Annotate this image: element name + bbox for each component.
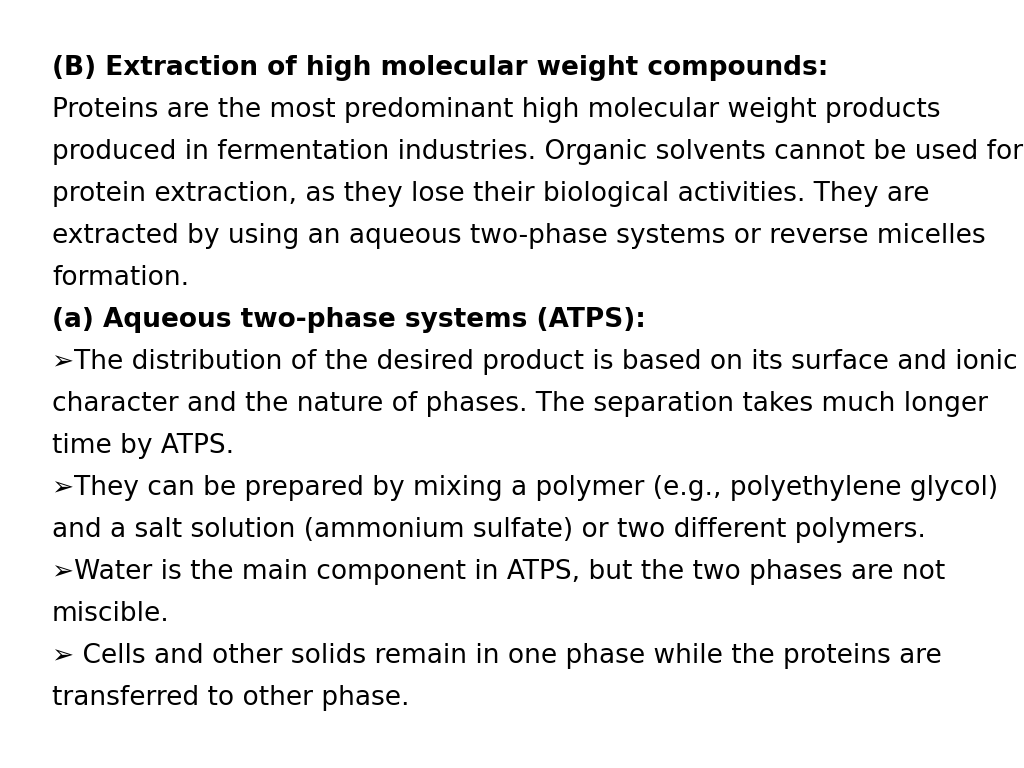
Text: produced in fermentation industries. Organic solvents cannot be used for: produced in fermentation industries. Org… — [52, 139, 1023, 165]
Text: character and the nature of phases. The separation takes much longer: character and the nature of phases. The … — [52, 391, 988, 417]
Text: miscible.: miscible. — [52, 601, 170, 627]
Text: transferred to other phase.: transferred to other phase. — [52, 685, 410, 711]
Text: time by ATPS.: time by ATPS. — [52, 433, 234, 459]
Text: Proteins are the most predominant high molecular weight products: Proteins are the most predominant high m… — [52, 97, 940, 123]
Text: ➢The distribution of the desired product is based on its surface and ionic: ➢The distribution of the desired product… — [52, 349, 1018, 375]
Text: (B) Extraction of high molecular weight compounds:: (B) Extraction of high molecular weight … — [52, 55, 828, 81]
Text: protein extraction, as they lose their biological activities. They are: protein extraction, as they lose their b… — [52, 181, 930, 207]
Text: (a) Aqueous two-phase systems (ATPS):: (a) Aqueous two-phase systems (ATPS): — [52, 307, 646, 333]
Text: ➢Water is the main component in ATPS, but the two phases are not: ➢Water is the main component in ATPS, bu… — [52, 559, 945, 585]
Text: ➢They can be prepared by mixing a polymer (e.g., polyethylene glycol): ➢They can be prepared by mixing a polyme… — [52, 475, 998, 501]
Text: formation.: formation. — [52, 265, 189, 291]
Text: extracted by using an aqueous two-phase systems or reverse micelles: extracted by using an aqueous two-phase … — [52, 223, 986, 249]
Text: ➢ Cells and other solids remain in one phase while the proteins are: ➢ Cells and other solids remain in one p… — [52, 643, 942, 669]
Text: and a salt solution (ammonium sulfate) or two different polymers.: and a salt solution (ammonium sulfate) o… — [52, 517, 926, 543]
